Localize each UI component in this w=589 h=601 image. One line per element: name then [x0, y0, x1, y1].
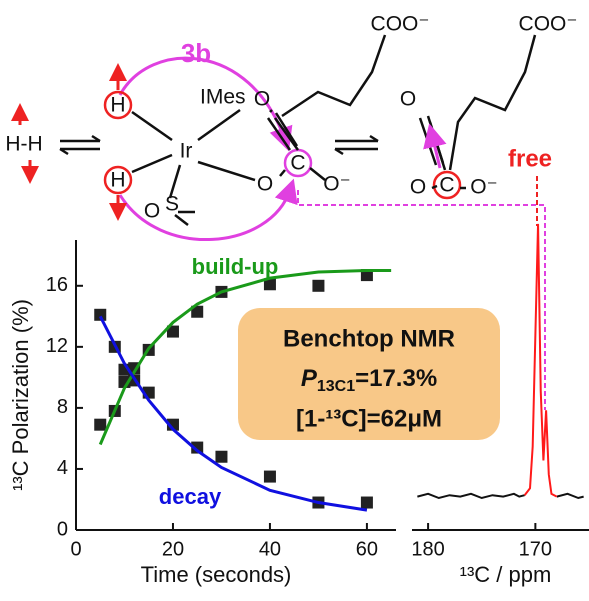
x-tick-label: 0 — [70, 538, 81, 560]
point — [312, 279, 325, 292]
label: H — [110, 169, 125, 192]
y-tick-label: 0 — [57, 518, 68, 540]
label: 3b — [181, 38, 211, 68]
point — [263, 470, 276, 483]
point — [191, 305, 204, 318]
x-tick-label: 170 — [519, 538, 552, 560]
circle — [103, 165, 133, 195]
label: H-H — [5, 133, 42, 156]
subscript: 13C1 — [317, 378, 355, 395]
spin-arrow — [423, 123, 447, 169]
symbol: P — [301, 365, 318, 392]
y-tick-label: 8 — [57, 396, 68, 418]
label: O — [400, 88, 416, 111]
point — [360, 496, 373, 509]
label: free — [508, 145, 552, 172]
y-tick-label: 4 — [57, 457, 68, 479]
label: O — [410, 176, 426, 199]
point — [94, 418, 107, 431]
label: S — [165, 193, 179, 216]
annotation-polarization: P13C1=17.3% — [301, 365, 437, 395]
transfer-arrow — [118, 56, 293, 152]
x-axis-label: ¹³C / ppm — [460, 562, 552, 587]
label: C — [290, 152, 305, 175]
point — [215, 450, 228, 463]
annotation-title: Benchtop NMR — [283, 325, 455, 352]
x-tick-label: 40 — [259, 538, 281, 560]
label: H — [110, 94, 125, 117]
curve-label: decay — [159, 484, 222, 509]
label: O⁻ — [470, 176, 497, 199]
y-tick-label: 16 — [46, 274, 68, 296]
x-tick-label: 180 — [411, 538, 444, 560]
structure: 3b IMes Ir H H H-H S O O O C O⁻ COO⁻ O O… — [5, 13, 577, 410]
equilibrium — [59, 134, 101, 156]
label: O⁻ — [323, 173, 350, 196]
x-tick-label: 20 — [162, 538, 184, 560]
spectrum-line — [417, 492, 584, 500]
label: O — [144, 200, 160, 223]
label: COO⁻ — [371, 13, 430, 36]
point — [94, 308, 107, 321]
spectrum-line — [523, 223, 558, 498]
label: C — [439, 174, 454, 197]
point — [166, 325, 179, 338]
x-axis-label: Time (seconds) — [141, 562, 292, 587]
curve-label: build-up — [192, 254, 279, 279]
point — [191, 441, 204, 454]
annotation-concentration: [1-¹³C]=62μM — [296, 405, 442, 432]
value: =17.3% — [355, 365, 437, 392]
fit-curve — [98, 269, 392, 446]
annotation-box — [238, 308, 500, 440]
x-tick-label: 60 — [356, 538, 378, 560]
y-tick-label: 12 — [46, 335, 68, 357]
circle — [103, 90, 133, 120]
circle — [432, 170, 462, 200]
label: O — [254, 88, 270, 111]
transfer-arrow — [118, 178, 298, 241]
equilibrium — [334, 134, 379, 156]
label: COO⁻ — [519, 13, 578, 36]
label: IMes — [200, 86, 246, 109]
label: Ir — [180, 140, 193, 163]
double-bonds — [266, 112, 445, 166]
fit-curve — [98, 315, 368, 512]
dashed-link — [297, 190, 546, 410]
label: O — [257, 173, 273, 196]
point — [263, 278, 276, 291]
y-axis-label: ¹³C Polarization (%) — [8, 299, 33, 491]
